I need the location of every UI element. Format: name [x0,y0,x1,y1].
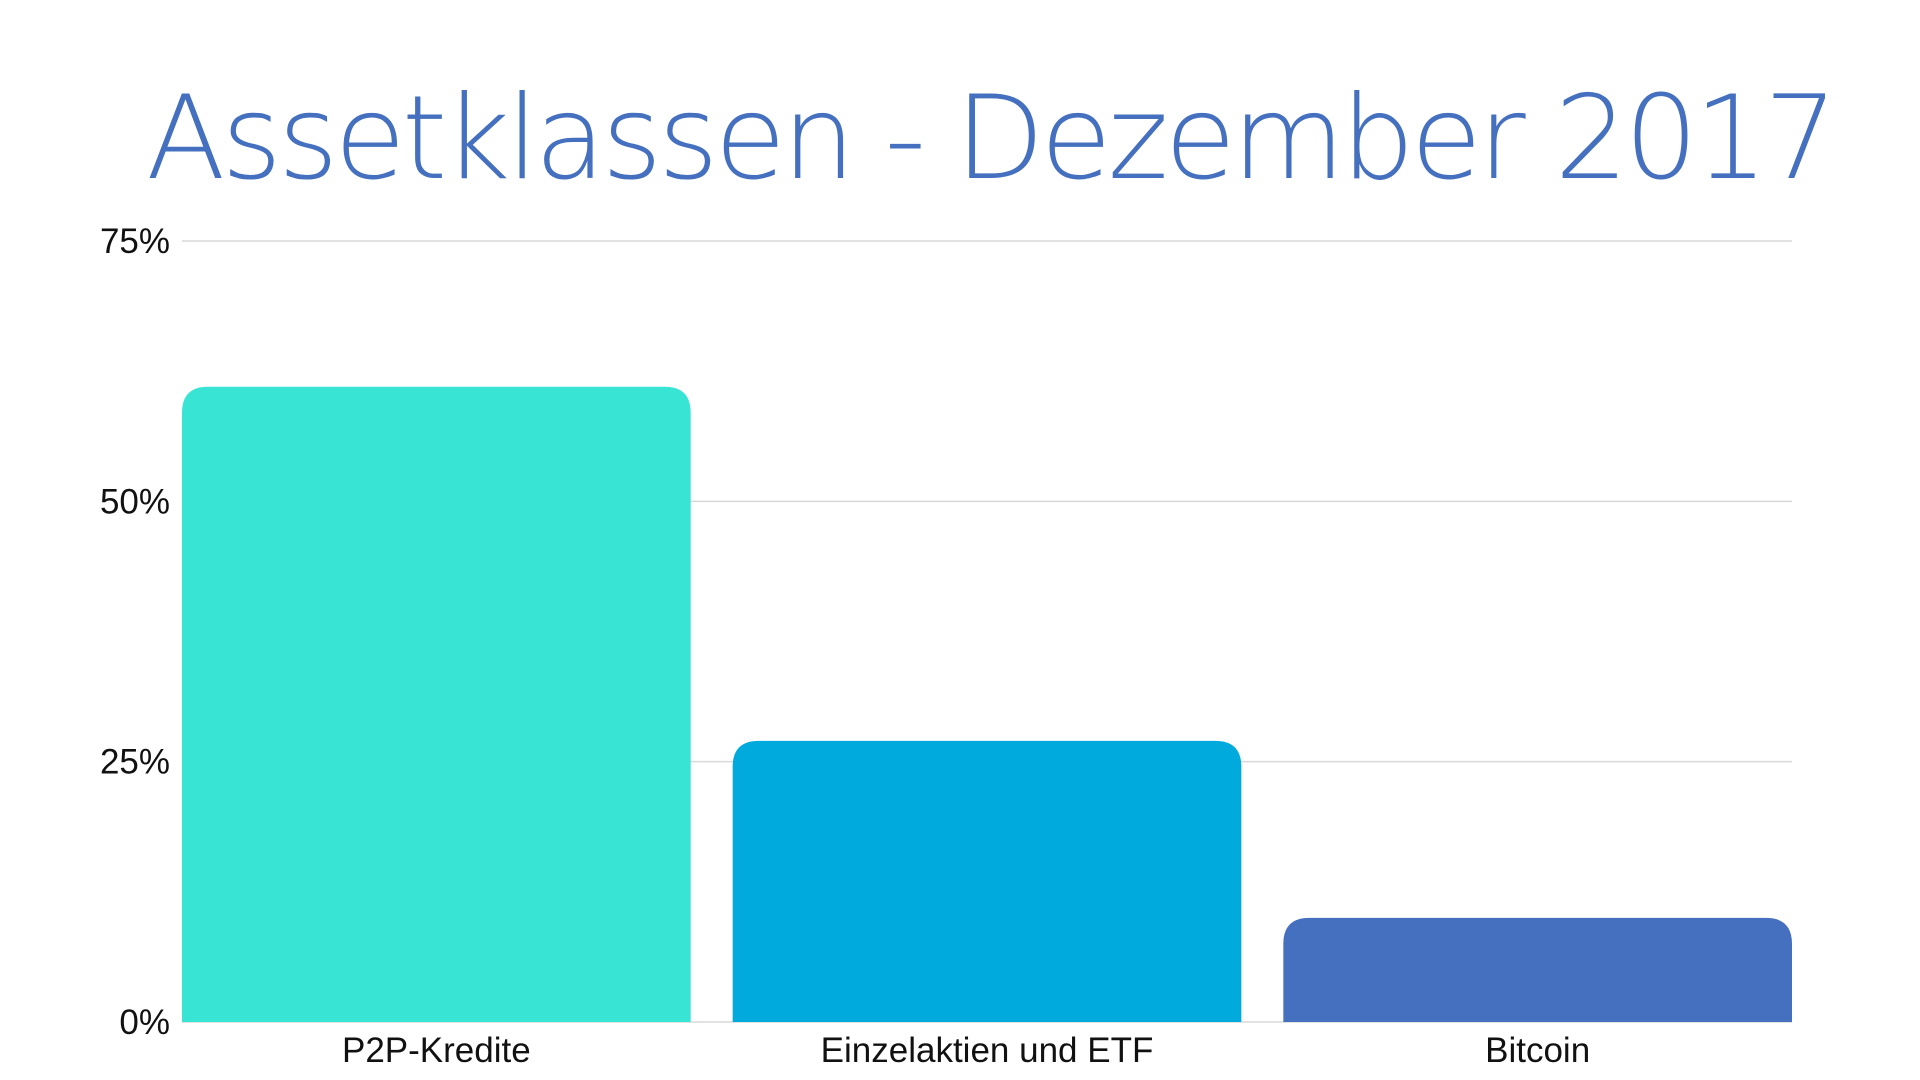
y-tick-label: 50% [100,482,170,521]
y-tick-label: 0% [119,1003,170,1042]
bar-bitcoin [1283,917,1792,1022]
y-tick-label: 75% [100,222,170,261]
x-axis-labels: P2P-Kredite Einzelaktien und ETF Bitcoin [342,1031,1590,1070]
bar-p2p-kredite [182,386,691,1023]
x-category-label: P2P-Kredite [342,1031,531,1070]
y-axis-ticks: 0% 25% 50% 75% [100,222,170,1042]
bar-einzelaktien-und-etf [732,740,1242,1022]
bars [182,386,1792,1023]
chart-title: Assetklassen - Dezember 2017 [146,71,1834,206]
x-category-label: Bitcoin [1485,1031,1590,1070]
x-category-label: Einzelaktien und ETF [821,1031,1154,1070]
y-tick-label: 25% [100,743,170,782]
